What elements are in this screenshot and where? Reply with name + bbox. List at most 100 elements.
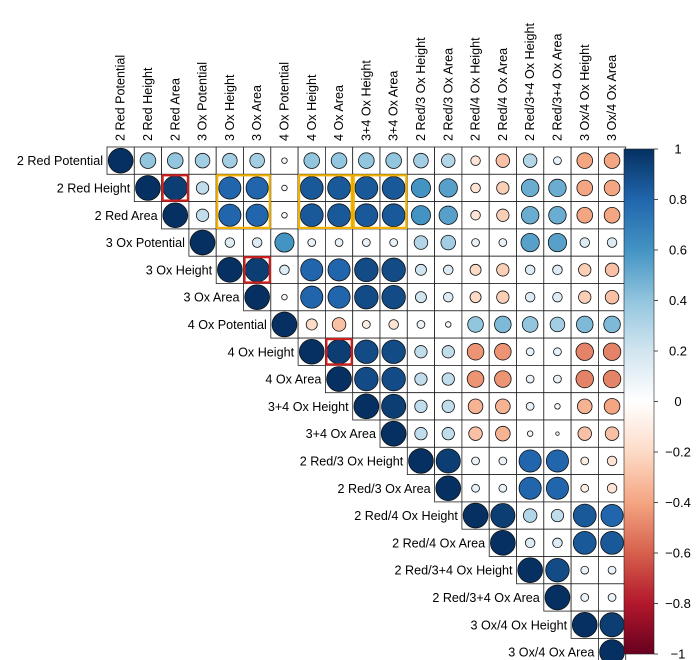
correlation-circle <box>603 152 621 169</box>
correlation-circle <box>545 476 569 500</box>
correlation-circle <box>579 237 590 248</box>
column-label: 4 Ox Area <box>332 85 346 141</box>
correlation-circle <box>469 291 482 304</box>
column-label: 2 Red/3 Ox Area <box>441 48 455 141</box>
correlation-circle <box>354 339 379 364</box>
correlation-circle <box>520 232 540 253</box>
correlation-circle <box>494 315 512 334</box>
row-label: 2 Red Height <box>57 181 131 195</box>
colorbar-tick-label: −0.8 <box>665 596 691 611</box>
correlation-circle <box>385 152 402 169</box>
correlation-circle <box>416 320 426 329</box>
correlation-circle <box>495 398 511 415</box>
correlation-circle <box>466 343 485 361</box>
correlation-circle <box>547 232 568 253</box>
correlation-circle <box>572 503 597 528</box>
row-label: 2 Red/3+4 Ox Height <box>395 564 513 578</box>
correlation-circle <box>496 263 510 277</box>
correlation-circle <box>358 152 375 169</box>
column-label: 3+4 Ox Area <box>387 71 401 141</box>
correlation-circle <box>251 237 263 248</box>
correlation-circle <box>139 152 157 169</box>
correlation-circle <box>599 639 625 660</box>
row-label: 3 Ox Height <box>146 263 213 277</box>
correlation-circle <box>194 152 211 169</box>
correlation-circle <box>606 455 618 467</box>
colorbar-tick-label: 0.8 <box>669 192 687 207</box>
correlation-circle <box>362 238 371 247</box>
correlation-circle <box>135 175 161 201</box>
correlation-circle <box>438 205 458 225</box>
correlation-circle <box>354 366 379 392</box>
grid-cell <box>188 173 217 203</box>
colorbar-tick-label: −0.6 <box>665 546 691 561</box>
correlation-circle <box>381 366 406 392</box>
grid-cell <box>461 146 490 175</box>
correlation-circle <box>606 483 618 494</box>
correlation-circle <box>244 284 270 310</box>
correlation-circle <box>606 237 618 248</box>
correlation-circle <box>443 264 454 276</box>
correlation-circle <box>441 345 455 359</box>
correlation-circle <box>468 426 483 441</box>
correlation-circle <box>604 262 620 278</box>
correlation-circle <box>408 448 434 474</box>
correlation-circle <box>441 399 455 413</box>
correlation-circle <box>577 398 593 415</box>
row-label: 2 Red/4 Ox Area <box>392 536 485 550</box>
correlation-circle <box>195 208 210 222</box>
colorbar-tick-label: 0 <box>674 394 681 409</box>
correlation-circle <box>554 403 561 410</box>
correlation-circle <box>381 257 406 283</box>
correlation-circle <box>245 176 269 200</box>
correlation-circle <box>107 147 134 174</box>
correlation-circle <box>553 374 562 384</box>
correlation-circle <box>548 206 567 225</box>
grid-cell <box>516 419 545 448</box>
correlation-circle <box>575 369 594 389</box>
correlation-circle <box>414 427 428 441</box>
correlation-circle <box>602 369 622 389</box>
correlation-circle <box>604 289 620 305</box>
row-label: 4 Ox Height <box>228 345 295 359</box>
correlation-circle <box>580 483 590 493</box>
correlation-circle <box>466 370 485 388</box>
correlation-circle <box>550 508 565 523</box>
correlation-circle <box>245 203 269 227</box>
correlation-circle <box>553 156 562 165</box>
colorbar-gradient <box>623 148 655 655</box>
correlation-circle <box>603 207 621 224</box>
circle-layer <box>107 147 625 660</box>
correlation-circle <box>307 238 317 247</box>
correlation-circle <box>162 202 189 229</box>
column-label: 3+4 Ox Height <box>359 60 373 141</box>
correlation-circle <box>415 291 427 304</box>
row-label: 2 Red/3 Ox Area <box>337 482 430 496</box>
correlation-circle <box>441 153 456 168</box>
correlation-circle <box>354 257 379 283</box>
correlation-circle <box>218 203 242 227</box>
correlation-circle <box>524 537 536 549</box>
correlation-circle <box>462 502 489 529</box>
correlation-circle <box>413 235 429 250</box>
correlation-circle <box>445 321 452 328</box>
correlation-circle <box>549 316 566 333</box>
correlation-circle <box>498 238 508 247</box>
row-label: 3 Ox/4 Ox Height <box>471 618 568 632</box>
correlation-circle <box>599 612 625 638</box>
correlation-circle <box>218 176 242 200</box>
column-label: 2 Red/3 Ox Height <box>414 37 428 141</box>
correlation-circle <box>498 456 508 466</box>
correlation-circle <box>603 179 621 197</box>
correlation-circle <box>380 420 407 447</box>
correlation-circle <box>162 175 188 201</box>
row-label: 4 Ox Potential <box>188 318 267 332</box>
row-label: 3+4 Ox Height <box>268 400 349 414</box>
correlation-circle <box>274 232 295 253</box>
correlation-circle <box>195 181 210 195</box>
correlation-circle <box>545 449 569 473</box>
correlation-circle <box>279 264 290 276</box>
correlation-circle <box>435 475 462 502</box>
correlation-circle <box>354 203 379 228</box>
correlation-circle <box>552 291 563 303</box>
